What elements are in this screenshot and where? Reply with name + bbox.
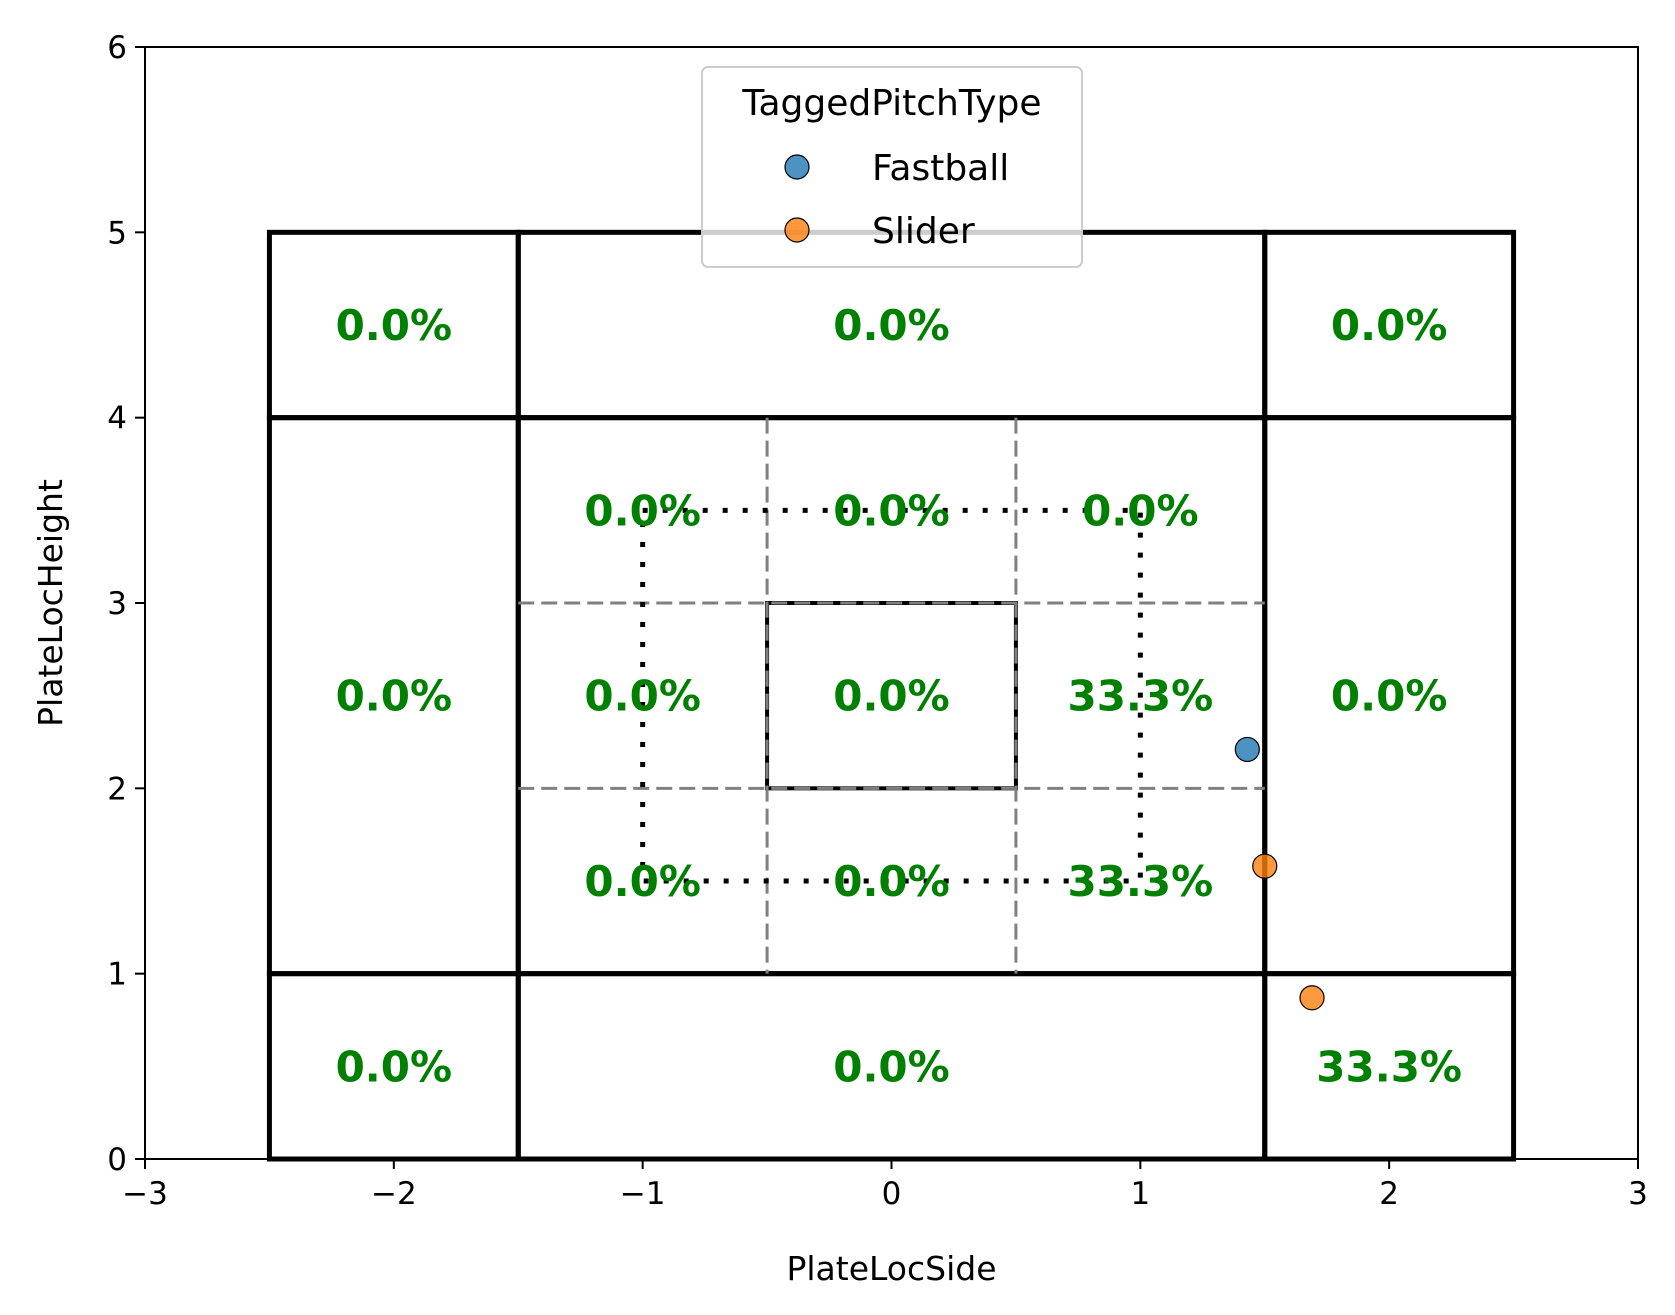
- zone-label-0: 0.0%: [336, 301, 452, 350]
- point-slider-0: [1252, 853, 1278, 879]
- point-slider-1: [1299, 985, 1325, 1011]
- legend-box: [701, 66, 1083, 268]
- zone-label-14: 0.0%: [336, 1042, 452, 1091]
- zone-label-9: 33.3%: [1067, 672, 1213, 721]
- zone-label-11: 0.0%: [584, 857, 700, 906]
- y-tick-label-1: 1: [107, 957, 127, 993]
- zone-label-8: 0.0%: [833, 672, 949, 721]
- y-tick-label-3: 3: [107, 586, 127, 622]
- zone-label-16: 33.3%: [1316, 1042, 1462, 1091]
- zone-label-15: 0.0%: [833, 1042, 949, 1091]
- y-tick-label-5: 5: [107, 215, 127, 251]
- y-tick-label-4: 4: [107, 401, 127, 437]
- ticks-layer: −3 −2 −1 0 1 2 3 0 1 2 3 4 5 6: [107, 30, 1648, 1212]
- y-tick-label-0: 0: [107, 1142, 127, 1178]
- points-layer: [1234, 736, 1325, 1011]
- legend-label-fastball: Fastball: [872, 148, 1009, 189]
- zone-label-6: 0.0%: [336, 672, 452, 721]
- y-tick-label-6: 6: [107, 30, 127, 66]
- point-fastball-0: [1234, 736, 1260, 763]
- x-tick-label-3: 0: [882, 1176, 902, 1212]
- x-tick-label-2: −1: [620, 1176, 666, 1212]
- y-tick-label-2: 2: [107, 771, 127, 807]
- zone-label-7: 0.0%: [584, 672, 700, 721]
- legend-marker-slider: [784, 217, 810, 243]
- zone-label-13: 33.3%: [1067, 857, 1213, 906]
- zone-labels-layer: 0.0% 0.0% 0.0% 0.0% 0.0% 0.0% 0.0% 0.0% 0.0% 33.3…: [336, 301, 1462, 1091]
- legend-label-slider: Slider: [872, 211, 975, 252]
- zone-label-5: 0.0%: [1082, 486, 1198, 535]
- legend: TaggedPitchType Fastball Slider: [701, 66, 1083, 268]
- x-tick-label-0: −3: [122, 1176, 168, 1212]
- zone-label-1: 0.0%: [833, 301, 949, 350]
- zone-label-12: 0.0%: [833, 857, 949, 906]
- zone-label-10: 0.0%: [1331, 672, 1447, 721]
- x-tick-label-1: −2: [371, 1176, 417, 1212]
- x-tick-label-5: 2: [1379, 1176, 1399, 1212]
- x-tick-label-6: 3: [1628, 1176, 1648, 1212]
- legend-title: TaggedPitchType: [741, 83, 1041, 124]
- inner-zone-border: [515, 415, 1268, 977]
- x-tick-label-4: 1: [1130, 1176, 1150, 1212]
- zone-label-2: 0.0%: [1331, 301, 1447, 350]
- x-axis-label: PlateLocSide: [786, 1249, 996, 1288]
- zone-label-3: 0.0%: [584, 486, 700, 535]
- strike-zone: [640, 507, 1143, 884]
- legend-marker-fastball: [784, 154, 810, 180]
- y-axis-label: PlateLocHeight: [31, 479, 70, 727]
- zone-label-4: 0.0%: [833, 486, 949, 535]
